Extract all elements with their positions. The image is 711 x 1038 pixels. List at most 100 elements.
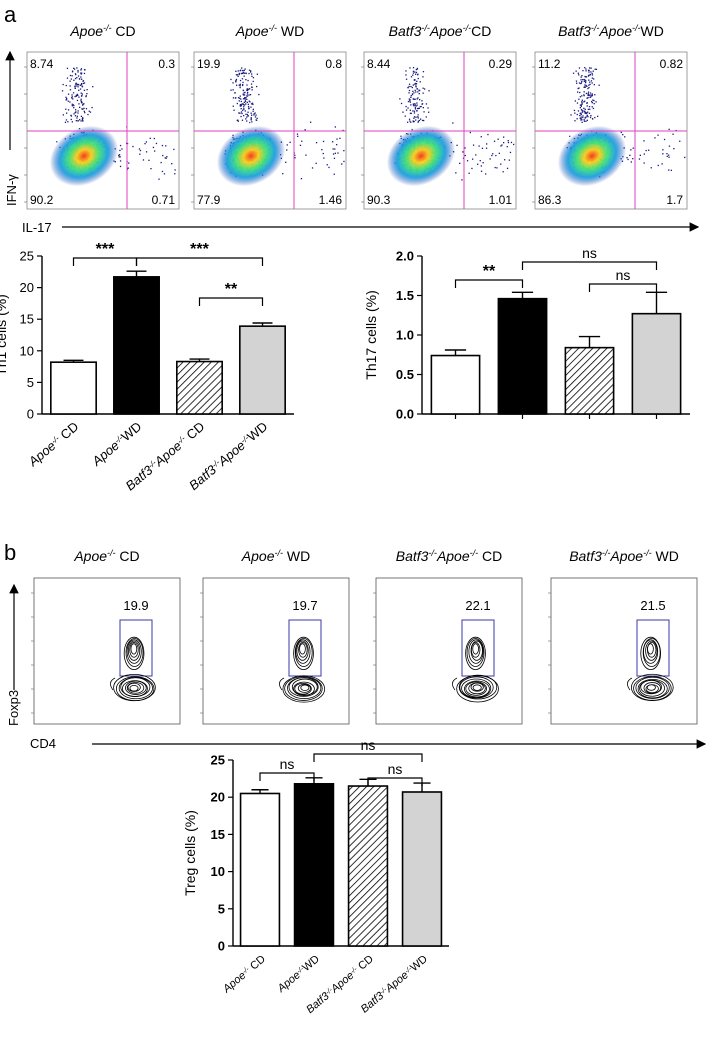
treg-bar-chart: 0 5 10 15 20 25 Treg cells (%) Apoe-/- CDApoe-/… [182, 737, 449, 1016]
th1-bar-chart: 0 5 10 15 20 25 Th1 cells (%) Apoe-/- CDApoe-/-… [0, 241, 294, 493]
quadrant-value-br: 1.46 [319, 193, 343, 207]
y-tick-label: 2.0 [396, 249, 414, 264]
flow-plot-a-1: Apoe-/- CD 8.74 0.3 90.2 0.71 [24, 23, 180, 210]
panel-b-label: b [4, 540, 16, 565]
foxp3-axis-label: Foxp3 [6, 690, 21, 726]
flow-plot-frame [550, 577, 698, 725]
flow-density-core [216, 125, 286, 187]
cd4-axis-label: CD4 [30, 736, 56, 751]
bar-3 [564, 346, 615, 415]
bar-1 [239, 792, 281, 947]
flow-title-b-1: Apoe-/- CD [73, 548, 139, 564]
significance-bracket [259, 772, 315, 781]
y-tick-label: 10 [20, 343, 34, 358]
significance-label: ns [280, 756, 295, 772]
quadrant-value-bl: 86.3 [538, 193, 562, 207]
y-axis-label: Treg cells (%) [182, 810, 198, 896]
flow-plot-frame [33, 577, 181, 725]
y-tick-label: 0.5 [396, 367, 414, 382]
quadrant-value-tr: 0.82 [660, 57, 684, 71]
quadrant-value-tl: 11.2 [538, 57, 561, 71]
flow-density-core [49, 125, 119, 187]
y-tick-label: 1.0 [396, 328, 414, 343]
quadrant-value-tl: 8.74 [30, 57, 54, 71]
y-tick-label: 5 [27, 375, 34, 390]
y-tick-label: 15 [20, 312, 34, 327]
flow-plot-frame [202, 577, 350, 725]
flow-title-a-3: Batf3-/-Apoe-/-CD [389, 23, 492, 39]
significance-bracket [135, 257, 264, 266]
flow-plot-a-3: Batf3-/-Apoe-/-CD 8.44 0.29 90.3 1.01 [361, 23, 517, 210]
th-flow-plots: Apoe-/- CD 8.74 0.3 90.2 0.71 Apoe-/- WD 19.9 0… [24, 23, 688, 210]
contour-lines [110, 636, 156, 702]
panel-a-label: a [4, 2, 17, 27]
significance-label: ns [361, 737, 376, 753]
flow-plot-b-4: Batf3-/-Apoe-/- WD 21.5 [548, 548, 698, 725]
significance-bracket [198, 297, 264, 306]
treg-flow-plots: Apoe-/- CD 19.9 Apoe-/- WD 19.7 Batf3-/-Apoe… [31, 548, 698, 725]
quadrant-value-tr: 0.3 [158, 57, 175, 71]
bar-3 [176, 360, 223, 415]
quadrant-value-bl: 90.3 [367, 193, 391, 207]
bar-2 [113, 276, 160, 415]
th17-bar-chart: 0.0 0.5 1.0 1.5 2.0 Th17 cells (%) ** ns ns [363, 245, 690, 422]
y-tick-label: 0 [218, 939, 225, 954]
bar-4 [401, 791, 443, 947]
y-tick-label: 10 [211, 864, 225, 879]
ifng-axis-label: IFN-γ [4, 174, 19, 206]
y-tick-label: 20 [211, 790, 225, 805]
bar-2 [293, 783, 335, 947]
bar-3 [347, 785, 389, 947]
significance-label: ns [616, 267, 631, 283]
y-tick-label: 15 [211, 827, 225, 842]
bar-4 [631, 312, 682, 415]
contour-lines [452, 636, 499, 703]
y-tick-label: 5 [218, 901, 225, 916]
bar-4 [239, 325, 286, 415]
flow-plot-b-1: Apoe-/- CD 19.9 [31, 548, 181, 725]
significance-bracket [588, 283, 658, 292]
quadrant-value-tl: 8.44 [367, 57, 391, 71]
gate-percentage: 21.5 [640, 598, 665, 613]
y-tick-label: 25 [211, 753, 225, 768]
treg-gate [119, 619, 153, 677]
significance-bracket [313, 753, 423, 762]
flow-title-b-4: Batf3-/-Apoe-/- WD [569, 548, 679, 564]
y-axis-label: Th1 cells (%) [0, 294, 9, 376]
contour-lines [627, 636, 674, 702]
flow-title-a-2: Apoe-/- WD [235, 23, 304, 39]
significance-bracket [454, 279, 524, 288]
il17-axis-label: IL-17 [22, 220, 52, 235]
treg-gate [636, 619, 670, 677]
y-tick-label: 25 [20, 249, 34, 264]
significance-bracket [521, 261, 658, 270]
flow-plot-frame [375, 577, 523, 725]
x-category-label: Apoe-/-WD [88, 419, 144, 469]
significance-label: *** [190, 241, 209, 258]
flow-title-a-1: Apoe-/- CD [69, 23, 135, 39]
significance-bracket [72, 257, 138, 266]
x-category-label: Apoe-/- CD [220, 953, 268, 996]
flow-plot-b-3: Batf3-/-Apoe-/- CD 22.1 [373, 548, 523, 725]
y-tick-label: 1.5 [396, 288, 414, 303]
y-tick-label: 0 [27, 407, 34, 422]
flow-plot-a-2: Apoe-/- WD 19.9 0.8 77.9 1.46 [191, 23, 347, 210]
gate-percentage: 19.7 [292, 598, 317, 613]
bar-1 [50, 361, 97, 415]
significance-label: ** [483, 263, 496, 280]
y-tick-label: 0.0 [396, 407, 414, 422]
bar-1 [430, 354, 481, 415]
quadrant-value-bl: 77.9 [197, 193, 221, 207]
gate-percentage: 22.1 [465, 598, 490, 613]
quadrant-value-br: 1.01 [489, 193, 513, 207]
quadrant-value-tl: 19.9 [197, 57, 221, 71]
quadrant-value-tr: 0.29 [489, 57, 513, 71]
flow-density-core [386, 125, 456, 187]
flow-title-b-2: Apoe-/- WD [241, 548, 310, 564]
quadrant-value-bl: 90.2 [30, 193, 54, 207]
flow-density-core [557, 125, 627, 187]
significance-label: ns [582, 245, 597, 261]
significance-bracket [367, 777, 423, 786]
flow-plot-b-2: Apoe-/- WD 19.7 [200, 548, 350, 725]
